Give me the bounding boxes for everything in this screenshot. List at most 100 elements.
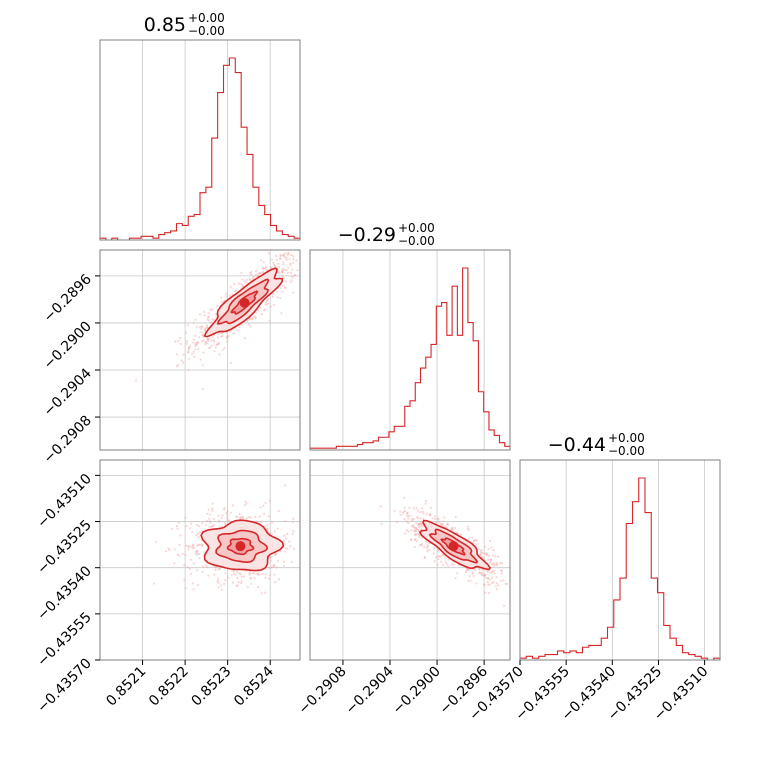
pair-panel-0-1-point [287, 266, 290, 269]
pair-panel-0-2-point [266, 523, 269, 527]
pair-panel-1-2-point [425, 513, 428, 516]
pair-panel-0-1-point [202, 351, 205, 354]
pair-panel-0-2-point [190, 558, 193, 561]
pair-panel-0-1-point [265, 299, 269, 302]
pair-panel-0-2-point [194, 550, 197, 553]
pair-panel-0-1-point [285, 256, 288, 259]
pair-panel-0-1-point [285, 258, 288, 261]
pair-panel-1-2-point [492, 549, 495, 552]
pair-panel-0-2-point [251, 571, 254, 575]
pair-panel-0-1-point [194, 343, 197, 346]
pair-panel-1-2-point [399, 514, 402, 517]
pair-panel-1-2-point [420, 522, 423, 525]
pair-panel-1-2-point [412, 524, 415, 527]
pair-panel-1-2-point [445, 562, 448, 565]
pair-panel-1-2-point [429, 513, 432, 516]
param-title-plus-2: +0.00 [608, 431, 645, 445]
pair-panel-0-1-point [295, 259, 298, 262]
pair-panel-0-1-point [260, 259, 263, 262]
pair-panel-1-2-point [465, 570, 468, 574]
pair-panel-1-2-point [471, 572, 474, 575]
pair-panel-0-2-point [206, 512, 209, 515]
pair-panel-1-2-point [506, 582, 509, 586]
pair-panel-1-2-point [417, 523, 420, 526]
pair-panel-0-2-point [187, 545, 190, 548]
pair-panel-0-1-point [289, 271, 292, 274]
pair-panel-0-1-point [261, 267, 264, 270]
pair-panel-0-1-point [257, 309, 260, 312]
hist-panel-1-bg [310, 250, 510, 450]
pair-panel-0-1-point [221, 332, 224, 335]
pair-panel-0-1-point [275, 259, 278, 262]
pair-panel-0-2-point [283, 550, 286, 553]
pair-panel-0-1-point [199, 358, 202, 361]
pair-panel-0-1-point [202, 334, 205, 337]
pair-panel-0-1-point [258, 272, 261, 275]
pair-panel-0-1-point [202, 339, 205, 342]
pair-panel-1-2-point [414, 538, 417, 541]
pair-panel-0-1-point [193, 355, 196, 358]
pair-panel-0-1-point [205, 326, 208, 329]
pair-panel-0-1-point [203, 314, 206, 317]
pair-panel-1-2-point [491, 576, 494, 579]
pair-panel-0-1-point [182, 353, 185, 356]
pair-panel-0-1-point [238, 282, 241, 285]
pair-panel-0-1-point [214, 346, 217, 349]
pair-panel-1-2-point [415, 527, 418, 531]
pair-panel-0-2-point [224, 579, 227, 582]
pair-panel-1-2-point [466, 579, 470, 582]
pair-panel-0-1-point [207, 316, 210, 319]
pair-panel-0-1-point [265, 301, 268, 304]
pair-panel-0-2-point [196, 523, 199, 527]
pair-panel-0-1-point [175, 365, 179, 368]
pair-panel-1-2-point [380, 522, 383, 525]
pair-panel-0-1-point [201, 333, 204, 337]
pair-panel-0-2-point [283, 560, 286, 563]
pair-panel-0-1-point [206, 337, 209, 340]
pair-panel-0-1-point [206, 318, 209, 321]
pair-panel-1-2-point [426, 544, 429, 547]
pair-panel-0-1-point [276, 296, 279, 299]
pair-panel-0-1-point [182, 361, 185, 364]
pair-panel-0-1-point [259, 271, 262, 274]
pair-panel-0-1-point [176, 363, 179, 366]
pair-panel-0-1-point [232, 283, 236, 286]
pair-panel-0-2-point [210, 525, 213, 528]
pair-panel-0-1-point [282, 284, 285, 287]
pair-panel-0-1-point [208, 319, 211, 322]
pair-panel-1-2-point [402, 512, 405, 515]
pair-panel-0-1-point [187, 369, 190, 372]
pair-panel-1-2-point [467, 525, 470, 528]
pair-panel-0-2-point [216, 580, 219, 583]
pair-panel-1-2-point [436, 563, 439, 567]
pair-panel-0-1-point [204, 329, 207, 332]
pair-panel-1-2-point [405, 529, 408, 532]
pair-panel-1-2-point [410, 529, 413, 532]
pair-panel-1-2-point [488, 583, 491, 586]
pair-panel-1-2-point [496, 555, 500, 558]
pair-panel-1-2-point [436, 517, 439, 520]
pair-panel-0-1-point [264, 303, 267, 306]
pair-panel-0-1-point [274, 254, 278, 257]
pair-panel-0-1-point [282, 263, 285, 266]
pair-panel-0-2-point [187, 545, 191, 548]
pair-panel-0-1-point [209, 308, 212, 312]
pair-panel-0-1-point [187, 347, 190, 350]
pair-panel-0-2-point [190, 522, 193, 525]
pair-panel-1-2-point [435, 555, 438, 559]
pair-panel-0-2-point [215, 566, 218, 569]
pair-panel-0-1-point [233, 290, 236, 293]
pair-panel-0-2-point [268, 566, 271, 569]
pair-panel-0-2-point [245, 502, 248, 505]
pair-panel-1-2-point [491, 563, 494, 566]
pair-panel-0-2-point [283, 534, 286, 537]
pair-panel-0-1-point [290, 254, 293, 257]
pair-panel-1-2-point [441, 522, 444, 526]
pair-panel-0-1-point [240, 271, 243, 274]
titles: 0.85 +0.00−0.00−0.29 +0.00−0.00−0.44 +0.00−… [144, 11, 645, 458]
pair-panel-0-1-point [283, 286, 287, 289]
pair-panel-1-2-point [418, 526, 421, 529]
pair-panel-0-2-point [264, 573, 267, 576]
pair-panel-0-2-point [258, 573, 261, 576]
pair-panel-0-2-point [181, 552, 184, 555]
